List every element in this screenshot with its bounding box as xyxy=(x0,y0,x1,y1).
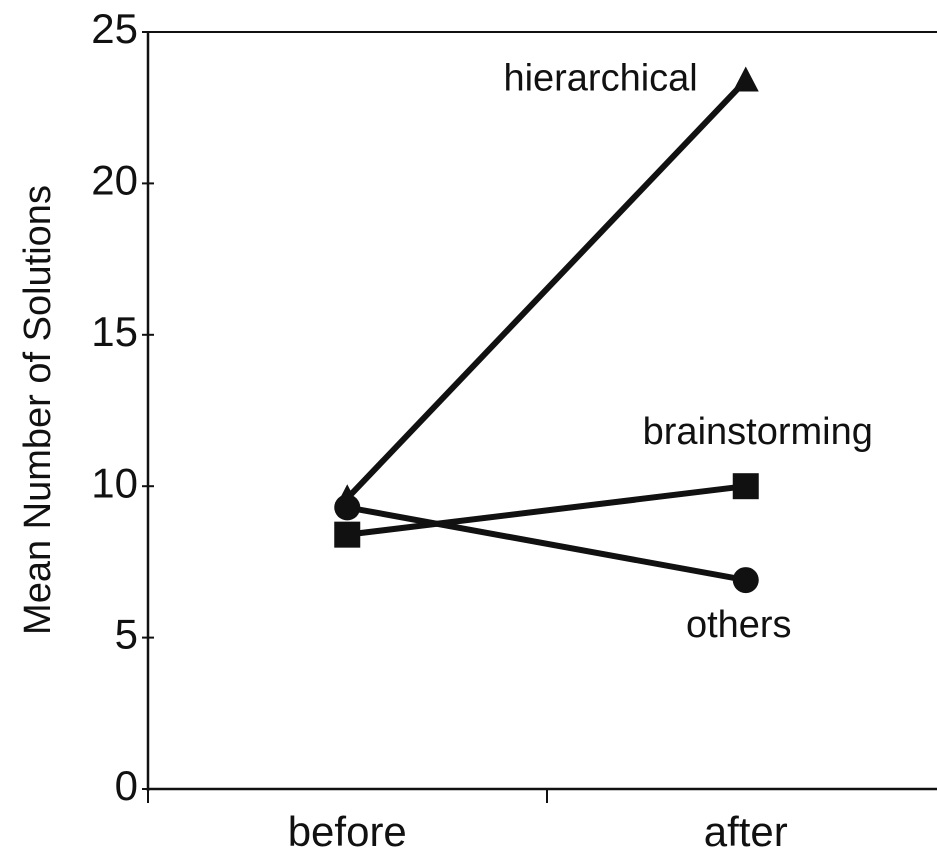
marker xyxy=(732,567,759,594)
series-label: hierarchical xyxy=(503,57,697,99)
x-tick-label: before xyxy=(288,808,407,855)
marker xyxy=(732,473,759,500)
y-tick-label: 20 xyxy=(91,156,138,203)
series-label: others xyxy=(686,604,792,646)
y-tick-label: 25 xyxy=(91,5,138,52)
y-tick-label: 0 xyxy=(115,762,138,809)
series-line xyxy=(346,504,747,584)
y-tick-label: 15 xyxy=(91,308,138,355)
marker xyxy=(732,66,759,92)
series-line xyxy=(345,78,748,501)
series-line xyxy=(346,483,747,538)
y-tick-label: 10 xyxy=(91,459,138,506)
x-tick-label: after xyxy=(704,808,788,855)
y-axis-label: Mean Number of Solutions xyxy=(17,185,59,635)
series-label: brainstorming xyxy=(643,411,873,453)
y-tick-label: 5 xyxy=(115,611,138,658)
axes-frame xyxy=(146,31,937,803)
marker xyxy=(334,521,361,548)
marker xyxy=(334,494,361,521)
